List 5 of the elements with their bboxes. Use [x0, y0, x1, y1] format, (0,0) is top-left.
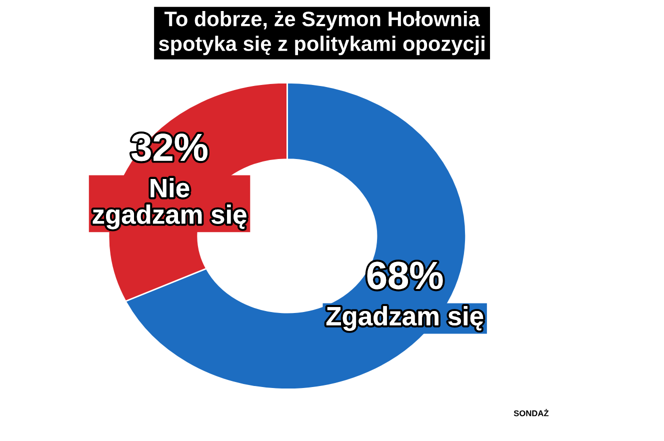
- slice-label: Nie zgadzam się: [92, 178, 246, 230]
- data-label: 68%: [367, 262, 443, 290]
- slice-label: Zgadzam się: [326, 306, 484, 331]
- text: SONDAŻ: [514, 409, 549, 416]
- chart-title: To dobrze, że Szymon Hołownia spotyka się z politykami opozycji: [158, 11, 484, 56]
